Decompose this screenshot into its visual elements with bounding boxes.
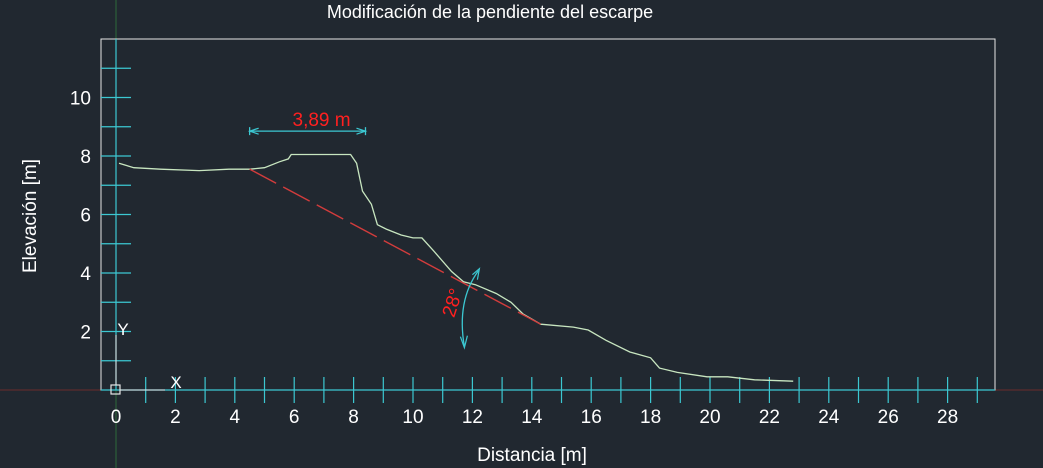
x-tick-label: 0 (111, 407, 122, 428)
x-tick-label: 18 (640, 407, 661, 428)
y-tick-label: 4 (80, 264, 91, 285)
x-tick-label: 4 (230, 407, 241, 428)
x-tick-label: 6 (289, 407, 300, 428)
data-series (118, 153, 794, 382)
y-axis-label: Elevación [m] (20, 159, 41, 273)
angle-arc-top-arrow (472, 267, 481, 280)
x-tick-label: 24 (818, 407, 840, 428)
dimension-text: 3,89 m (293, 110, 351, 131)
x-tick-label: 12 (462, 407, 483, 428)
axis-ticks (101, 67, 978, 403)
x-axis-label: Distancia [m] (477, 445, 587, 466)
angle-text: 28° (439, 286, 468, 320)
ucs-x-label: X (170, 373, 181, 392)
angle-arc-bottom-arrow (459, 335, 468, 350)
dimension-left-arrow (247, 127, 259, 135)
annotations: 3,89 m 28° (247, 110, 481, 350)
y-tick-label: 8 (80, 147, 91, 168)
terrain-profile-line (118, 153, 794, 382)
x-tick-label: 16 (581, 407, 602, 428)
chart-title: Modificación de la pendiente del escarpe (327, 2, 653, 22)
ucs-y-label: Y (117, 320, 128, 339)
x-tick-label: 20 (699, 407, 720, 428)
dimension-right-arrow (356, 127, 368, 135)
x-tick-label: 10 (402, 407, 423, 428)
slope-dashed-line (249, 168, 542, 325)
x-tick-label: 14 (521, 407, 543, 428)
x-tick-label: 2 (170, 407, 181, 428)
x-tick-label: 8 (348, 407, 359, 428)
angle-arc (461, 270, 479, 347)
y-tick-label: 2 (80, 323, 91, 344)
ucs-icon: X Y (110, 320, 182, 395)
x-tick-label: 26 (878, 407, 899, 428)
x-tick-label: 22 (759, 407, 780, 428)
y-tick-label: 10 (70, 89, 91, 110)
plot-frame (100, 38, 996, 391)
y-tick-label: 6 (80, 206, 91, 227)
x-tick-label: 28 (937, 407, 958, 428)
